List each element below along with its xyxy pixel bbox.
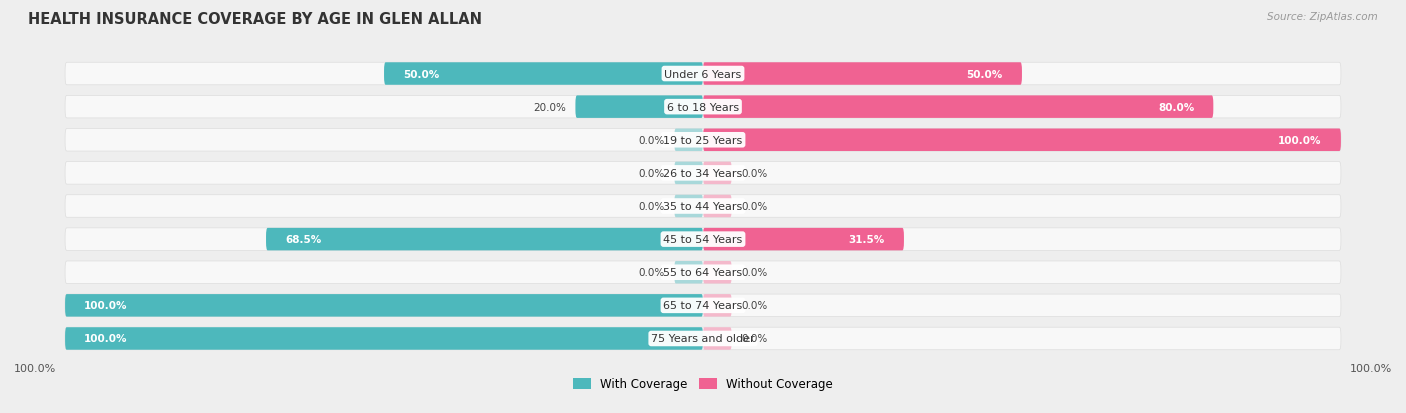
Text: Source: ZipAtlas.com: Source: ZipAtlas.com — [1267, 12, 1378, 22]
FancyBboxPatch shape — [65, 294, 1341, 317]
Text: 100.0%: 100.0% — [1350, 363, 1392, 373]
Text: 0.0%: 0.0% — [638, 169, 665, 178]
FancyBboxPatch shape — [703, 228, 904, 251]
FancyBboxPatch shape — [65, 328, 1341, 350]
Legend: With Coverage, Without Coverage: With Coverage, Without Coverage — [568, 373, 838, 395]
FancyBboxPatch shape — [675, 261, 703, 284]
Text: 100.0%: 100.0% — [84, 334, 128, 344]
FancyBboxPatch shape — [384, 63, 703, 85]
FancyBboxPatch shape — [65, 294, 703, 317]
FancyBboxPatch shape — [65, 63, 1341, 85]
FancyBboxPatch shape — [675, 162, 703, 185]
Text: 45 to 54 Years: 45 to 54 Years — [664, 235, 742, 244]
Text: 0.0%: 0.0% — [638, 202, 665, 211]
FancyBboxPatch shape — [703, 162, 731, 185]
FancyBboxPatch shape — [65, 328, 703, 350]
FancyBboxPatch shape — [703, 63, 1022, 85]
FancyBboxPatch shape — [65, 228, 1341, 251]
Text: 100.0%: 100.0% — [1278, 135, 1322, 145]
Text: 50.0%: 50.0% — [404, 69, 440, 79]
FancyBboxPatch shape — [703, 96, 1213, 119]
Text: 0.0%: 0.0% — [638, 135, 665, 145]
FancyBboxPatch shape — [65, 96, 1341, 119]
Text: 19 to 25 Years: 19 to 25 Years — [664, 135, 742, 145]
Text: 0.0%: 0.0% — [741, 169, 768, 178]
Text: 0.0%: 0.0% — [638, 268, 665, 278]
FancyBboxPatch shape — [703, 294, 731, 317]
FancyBboxPatch shape — [65, 129, 1341, 152]
Text: 68.5%: 68.5% — [285, 235, 322, 244]
Text: 50.0%: 50.0% — [966, 69, 1002, 79]
Text: 55 to 64 Years: 55 to 64 Years — [664, 268, 742, 278]
Text: 0.0%: 0.0% — [741, 334, 768, 344]
FancyBboxPatch shape — [675, 129, 703, 152]
FancyBboxPatch shape — [703, 261, 731, 284]
FancyBboxPatch shape — [65, 162, 1341, 185]
Text: 100.0%: 100.0% — [84, 301, 128, 311]
Text: 31.5%: 31.5% — [849, 235, 884, 244]
Text: 80.0%: 80.0% — [1159, 102, 1194, 112]
FancyBboxPatch shape — [65, 195, 1341, 218]
Text: 20.0%: 20.0% — [533, 102, 565, 112]
Text: 26 to 34 Years: 26 to 34 Years — [664, 169, 742, 178]
Text: 6 to 18 Years: 6 to 18 Years — [666, 102, 740, 112]
Text: 0.0%: 0.0% — [741, 202, 768, 211]
Text: 0.0%: 0.0% — [741, 268, 768, 278]
FancyBboxPatch shape — [703, 129, 1341, 152]
Text: HEALTH INSURANCE COVERAGE BY AGE IN GLEN ALLAN: HEALTH INSURANCE COVERAGE BY AGE IN GLEN… — [28, 12, 482, 27]
Text: 0.0%: 0.0% — [741, 301, 768, 311]
FancyBboxPatch shape — [703, 328, 731, 350]
FancyBboxPatch shape — [266, 228, 703, 251]
Text: 65 to 74 Years: 65 to 74 Years — [664, 301, 742, 311]
FancyBboxPatch shape — [703, 195, 731, 218]
FancyBboxPatch shape — [675, 195, 703, 218]
Text: 100.0%: 100.0% — [14, 363, 56, 373]
Text: Under 6 Years: Under 6 Years — [665, 69, 741, 79]
FancyBboxPatch shape — [65, 261, 1341, 284]
Text: 35 to 44 Years: 35 to 44 Years — [664, 202, 742, 211]
Text: 75 Years and older: 75 Years and older — [651, 334, 755, 344]
FancyBboxPatch shape — [575, 96, 703, 119]
